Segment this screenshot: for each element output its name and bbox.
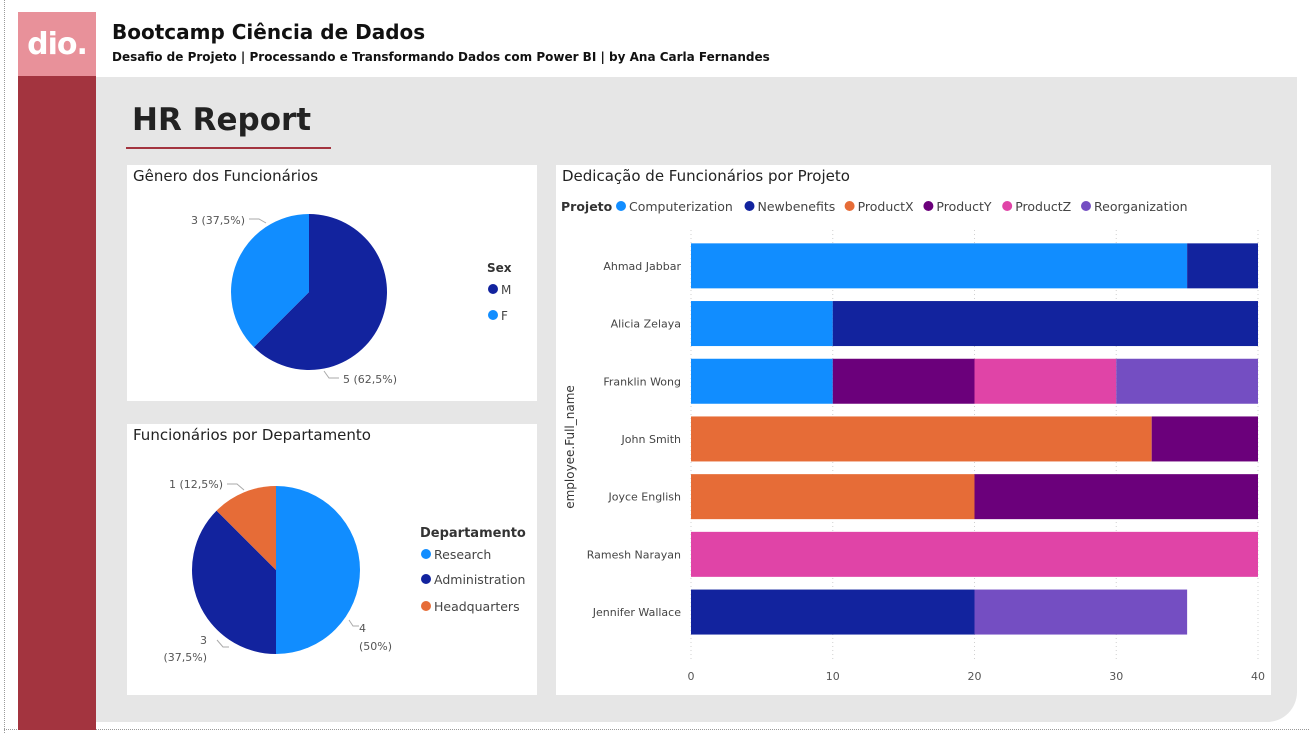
legend-swatch-productx [844, 201, 855, 211]
y-tick-joyce-english: Joyce English [607, 491, 681, 504]
report-title: HR Report [132, 102, 312, 138]
legend-swatch-reorganization [1081, 201, 1091, 211]
legend-label-research[interactable]: Research [434, 547, 491, 562]
project-y-axis-title: employee.Full_name [563, 385, 577, 509]
legend-swatch-newbenefits [744, 201, 755, 211]
legend-swatch-productz [1002, 201, 1013, 211]
y-tick-franklin-wong: Franklin Wong [603, 375, 681, 388]
bar-franklin-wong-computerization[interactable] [691, 358, 833, 404]
dept-label-administration-pct: (37,5%) [163, 651, 207, 664]
dept-pie-chart: 1 (12,5%) 4 (50%) 3 (37,5%) Departamento… [163, 478, 526, 664]
sidebar [18, 12, 96, 730]
legend-label-administration[interactable]: Administration [434, 572, 525, 587]
header-title: Bootcamp Ciência de Dados [112, 20, 426, 44]
bar-franklin-wong-productz[interactable] [974, 358, 1117, 404]
page-bottom-border [4, 729, 1309, 730]
dept-label-leader-research [348, 619, 359, 627]
bar-ahmad-jabbar-newbenefits[interactable] [1187, 243, 1258, 289]
legend-swatch-m [488, 284, 498, 294]
gender-legend-title: Sex [487, 261, 512, 275]
bar-john-smith-producty[interactable] [1151, 416, 1258, 462]
gender-label-leader-f [249, 218, 267, 224]
x-tick-40: 40 [1251, 670, 1265, 683]
legend-swatch-computerization [616, 201, 626, 211]
x-tick-0: 0 [688, 670, 695, 683]
project-bar-chart: Projeto Computerization Newbenefits Produc… [561, 199, 1265, 683]
legend-label-headquarters[interactable]: Headquarters [434, 599, 520, 614]
legend-label-reorganization[interactable]: Reorganization [1094, 199, 1188, 214]
y-tick-ramesh-narayan: Ramesh Narayan [587, 548, 681, 561]
gender-slice-f[interactable] [231, 214, 309, 348]
dept-label-headquarters: 1 (12,5%) [169, 478, 223, 491]
bar-ahmad-jabbar-computerization[interactable] [691, 243, 1188, 289]
x-tick-10: 10 [826, 670, 840, 683]
bar-ramesh-narayan-productz[interactable] [691, 531, 1258, 577]
page-left-border [4, 0, 6, 733]
title-underline [126, 147, 331, 149]
gender-slice-m[interactable] [253, 214, 387, 370]
x-tick-30: 30 [1109, 670, 1123, 683]
legend-swatch-producty [923, 201, 934, 211]
dept-chart-title: Funcionários por Departamento [133, 426, 371, 444]
dept-label-research-pct: (50%) [359, 640, 392, 653]
bar-jennifer-wallace-newbenefits[interactable] [691, 589, 975, 635]
legend-label-productx[interactable]: ProductX [858, 199, 914, 214]
project-chart-card[interactable]: Dedicação de Funcionários por Projeto Pr… [556, 165, 1271, 695]
legend-label-producty[interactable]: ProductY [936, 199, 991, 214]
y-tick-john-smith: John Smith [621, 433, 681, 446]
dept-label-leader-administration [216, 639, 229, 648]
header-subtitle: Desafio de Projeto | Processando e Trans… [112, 50, 770, 64]
bar-alicia-zelaya-newbenefits[interactable] [832, 301, 1258, 347]
project-chart-title: Dedicação de Funcionários por Projeto [562, 167, 850, 185]
gender-label-m: 5 (62,5%) [343, 373, 397, 386]
logo: dio. [18, 12, 96, 76]
dept-slice-research[interactable] [276, 486, 360, 654]
legend-label-f[interactable]: F [501, 309, 508, 323]
legend-swatch-f [488, 310, 498, 320]
y-tick-jennifer-wallace: Jennifer Wallace [592, 606, 681, 619]
dept-label-leader-headquarters [227, 483, 245, 491]
bar-franklin-wong-reorganization[interactable] [1116, 358, 1258, 404]
dept-chart-card[interactable]: Funcionários por Departamento 1 (12,5%) … [127, 424, 537, 695]
y-tick-alicia-zelaya: Alicia Zelaya [611, 318, 681, 331]
legend-label-productz[interactable]: ProductZ [1015, 199, 1071, 214]
bar-jennifer-wallace-reorganization[interactable] [974, 589, 1188, 635]
gender-pie-chart: 3 (37,5%) 5 (62,5%) Sex M F [191, 214, 512, 386]
dept-slice-headquarters[interactable] [216, 486, 276, 570]
legend-swatch-headquarters [421, 601, 431, 611]
gender-chart-card[interactable]: Gênero dos Funcionários 3 (37,5%) 5 (62,… [127, 165, 537, 401]
bar-joyce-english-productx[interactable] [691, 474, 975, 520]
dept-legend-title: Departamento [420, 526, 526, 541]
gender-chart-title: Gênero dos Funcionários [133, 167, 319, 185]
legend-label-newbenefits[interactable]: Newbenefits [758, 199, 836, 214]
gender-label-leader-m [323, 370, 339, 379]
legend-label-m[interactable]: M [501, 283, 511, 297]
project-legend-title: Projeto [561, 199, 613, 214]
y-tick-ahmad-jabbar: Ahmad Jabbar [603, 260, 681, 273]
x-tick-20: 20 [968, 670, 982, 683]
dept-slice-administration[interactable] [192, 510, 276, 654]
bar-franklin-wong-producty[interactable] [832, 358, 975, 404]
bar-joyce-english-producty[interactable] [974, 474, 1259, 520]
legend-swatch-research [421, 549, 431, 559]
dept-label-administration-value: 3 [200, 634, 207, 647]
bar-john-smith-productx[interactable] [691, 416, 1152, 462]
legend-swatch-administration [421, 574, 431, 584]
legend-label-computerization[interactable]: Computerization [629, 199, 733, 214]
dept-label-research-value: 4 [359, 622, 366, 635]
gender-label-f: 3 (37,5%) [191, 214, 245, 227]
bar-alicia-zelaya-computerization[interactable] [691, 301, 833, 347]
logo-text: dio. [27, 26, 88, 62]
